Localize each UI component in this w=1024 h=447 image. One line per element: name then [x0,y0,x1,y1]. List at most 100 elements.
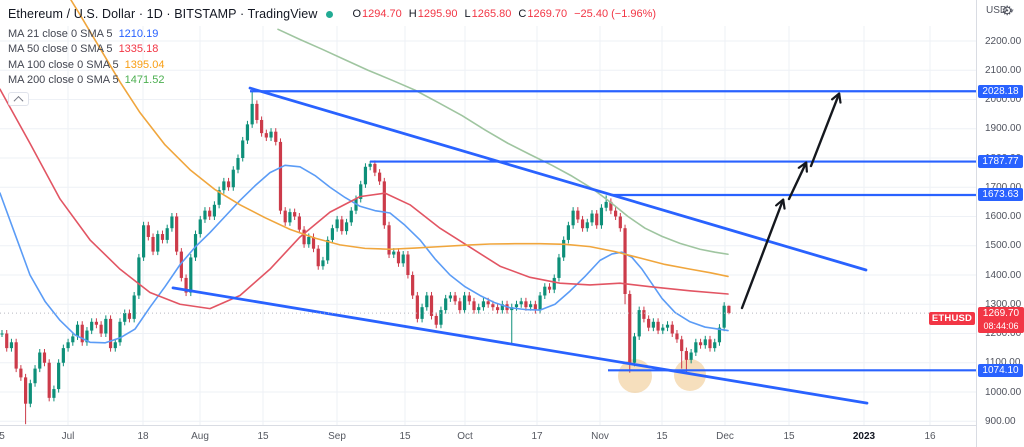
ma-legend-value: 1210.19 [118,27,159,40]
candle [472,301,476,311]
ma-legend-row[interactable]: MA 200 close 0 SMA 5 1471.52 [8,73,164,89]
candle [250,103,254,125]
candle [47,362,51,398]
trend-line[interactable] [171,286,869,405]
candle [142,225,146,258]
candle [651,321,655,328]
candle [429,295,434,316]
projection-arrow[interactable] [787,163,806,201]
price-axis[interactable]: USD ▾ 1269.70 08:44:06 ⚙ 2200.00 2100.00 2… [976,0,1024,447]
chart-header: Ethereum / U.S. Dollar · 1D · BITSTAMP ·… [8,7,656,21]
candle [382,181,386,226]
open-value: 1294.70 [362,8,402,20]
candle [28,383,32,404]
candle [212,204,216,217]
ma200-line [277,28,729,256]
candle [203,210,207,220]
candle [401,254,405,264]
candle [684,351,688,360]
candle [335,219,339,229]
current-price-value: 1269.70 [982,308,1020,320]
projection-arrow[interactable] [809,94,839,168]
time-tick-label: 15 [783,431,795,442]
highlight-circle [618,359,652,393]
candle [42,352,47,363]
ma-legend-row[interactable]: MA 100 close 0 SMA 5 1395.04 [8,57,164,73]
symbol-title[interactable]: Ethereum / U.S. Dollar · 1D · BITSTAMP ·… [8,7,318,21]
low-value: 1265.80 [471,8,512,20]
candle [57,362,61,390]
candle [580,219,585,229]
candle [71,336,75,343]
ma-legend-row[interactable]: MA 21 close 0 SMA 5 1210.19 [8,26,164,42]
candle [184,277,188,293]
market-status-dot-icon[interactable] [326,10,334,18]
candle [156,234,160,252]
time-tick-label: Jul [61,431,75,442]
candle [24,377,28,404]
candle [378,172,382,182]
ma-legend-row[interactable]: MA 50 close 0 SMA 5 1335.18 [8,42,164,58]
candle [61,348,65,363]
time-tick-label: 17 [531,431,543,442]
candle [444,298,448,311]
price-level-badge: 1787.77 [978,155,1023,169]
candle [288,212,292,223]
time-tick-label: Nov [591,431,609,442]
candle [66,342,70,349]
candle [226,181,231,188]
time-tick-label: 5 [0,431,5,442]
candle [170,216,174,229]
settings-gear-icon[interactable]: ⚙ [1001,3,1013,18]
candle [425,295,429,308]
ma21-line [0,164,729,344]
collapse-legend-button[interactable] [8,92,29,106]
candle [514,304,519,308]
candle [349,210,353,223]
ma-legend-value: 1335.18 [118,43,159,56]
candle [543,286,547,296]
candle [680,339,684,352]
candle [245,124,250,141]
candle [585,222,589,229]
candle [434,315,438,325]
drawings-layer [171,86,976,405]
candle [363,166,368,185]
candle [590,213,594,223]
candle [623,228,627,295]
candle [123,313,127,322]
candle [179,251,183,278]
candle [689,352,693,360]
candle [151,236,155,252]
candle [311,236,316,249]
candle [326,239,330,261]
candle [137,257,141,296]
candle [373,163,377,173]
currency-unit-selector[interactable]: USD ▾ [986,5,1014,16]
candle [647,318,651,328]
candle [486,301,490,305]
ma-legend-value: 1471.52 [124,74,165,87]
candle [222,181,226,191]
candle [75,324,80,337]
time-tick-label: Oct [457,431,473,442]
time-axis[interactable]: 5 Jul 18 Aug 15 Sep 15 Oct 17 Nov 15 Dec 15 2023 16 [0,425,1024,447]
high-label: H [408,8,417,20]
ma100-line [70,0,729,278]
time-tick-label: Sep [328,431,346,442]
ma-legend-label: MA 50 close 0 SMA 5 [8,43,113,56]
candle [656,321,660,331]
chevron-up-icon [13,95,24,106]
projection-arrow[interactable] [740,200,783,310]
candle [269,131,273,138]
low-label: L [464,8,471,20]
price-tick-label: 2200.00 [985,35,1022,47]
candle [632,336,637,363]
candle [703,339,707,346]
trend-line[interactable] [248,86,868,272]
candle [160,234,165,240]
candle [604,201,608,208]
time-tick-label: 2023 [852,431,876,442]
candle [316,248,320,267]
